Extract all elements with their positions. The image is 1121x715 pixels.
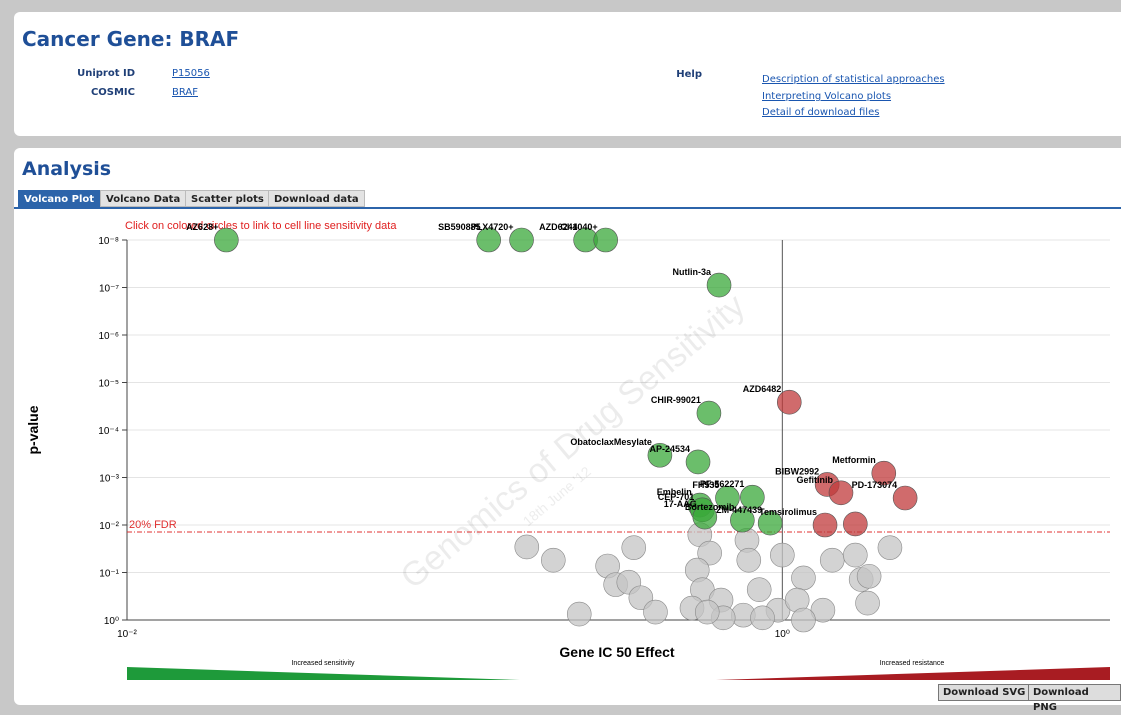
point[interactable] (730, 507, 755, 533)
point[interactable] (892, 485, 918, 511)
point[interactable] (509, 227, 534, 253)
point[interactable] (812, 512, 838, 538)
point[interactable] (476, 227, 501, 253)
tab[interactable]: Scatter plots (185, 190, 270, 207)
field-link[interactable]: P15056 (172, 68, 210, 79)
analysis-panel (14, 148, 1121, 705)
help-label: Help (676, 69, 702, 80)
tab[interactable]: Volcano Data (100, 190, 187, 207)
tab[interactable]: Volcano Plot (18, 190, 101, 207)
help-link[interactable]: Description of statistical approaches (762, 74, 945, 85)
tab[interactable]: Download data (268, 190, 365, 207)
point[interactable] (740, 484, 765, 510)
point[interactable] (843, 511, 868, 537)
point[interactable] (776, 389, 802, 415)
analysis-title: Analysis (22, 158, 112, 180)
point[interactable] (692, 504, 718, 530)
help-link[interactable]: Detail of download files (762, 107, 880, 118)
tab-rule (14, 207, 1121, 209)
point[interactable] (593, 227, 618, 253)
point[interactable] (685, 449, 711, 475)
point[interactable] (715, 485, 740, 511)
point[interactable] (828, 480, 854, 506)
point[interactable] (214, 227, 239, 253)
point[interactable] (871, 460, 897, 486)
point[interactable] (757, 510, 783, 536)
field-link[interactable]: BRAF (172, 87, 198, 98)
field-label: Uniprot ID (77, 68, 135, 79)
help-link[interactable]: Interpreting Volcano plots (762, 91, 892, 102)
field-label: COSMIC (90, 87, 135, 98)
point[interactable] (647, 442, 673, 468)
download-button[interactable]: Download SVG (938, 684, 1031, 701)
gene-panel (14, 12, 1121, 136)
download-button[interactable]: Download PNG (1028, 684, 1121, 713)
point[interactable] (696, 400, 722, 426)
gene-title: Cancer Gene: BRAF (22, 27, 240, 51)
point[interactable] (706, 272, 732, 298)
